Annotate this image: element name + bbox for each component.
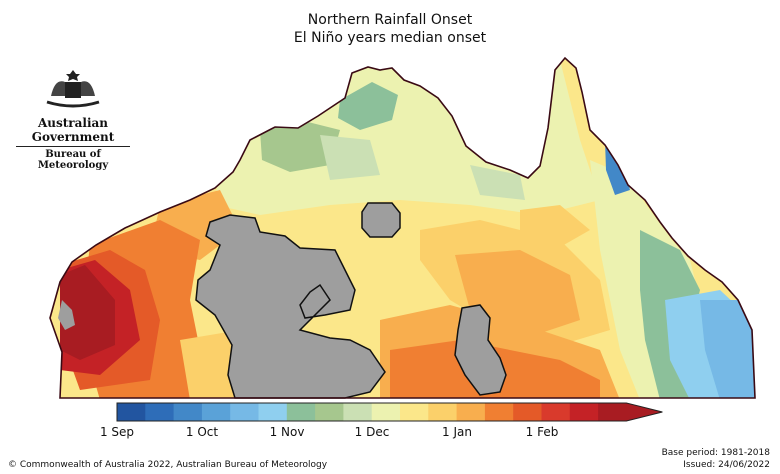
legend-tick-label: 1 Feb xyxy=(525,425,559,439)
base-period: Base period: 1981-2018 xyxy=(661,448,770,458)
legend-tick-label: 1 Nov xyxy=(269,425,305,439)
legend-swatch xyxy=(315,403,344,421)
legend-swatch xyxy=(541,403,571,421)
legend-tick-label: 1 Oct xyxy=(185,425,219,439)
copyright-notice: © Commonwealth of Australia 2022, Austra… xyxy=(8,460,328,470)
legend-swatch xyxy=(456,403,486,421)
onset-legend-bar xyxy=(116,402,663,422)
legend-swatch xyxy=(117,403,146,421)
agency-logo: Australian Government Bureau of Meteorol… xyxy=(10,66,136,171)
map-subtitle: El Niño years median onset xyxy=(293,30,487,46)
no-data-regions xyxy=(58,202,507,399)
legend-tick-label: 1 Sep xyxy=(99,425,135,439)
legend-swatch xyxy=(230,403,259,421)
bureau-name: Bureau of Meteorology xyxy=(37,149,109,171)
legend-swatch xyxy=(286,403,316,421)
legend-swatch xyxy=(343,403,373,421)
legend-swatch xyxy=(598,403,627,421)
legend-swatch xyxy=(400,403,429,421)
legend-tick-label: 1 Jan xyxy=(442,425,472,439)
legend-border xyxy=(116,402,663,422)
legend-swatch xyxy=(484,403,514,421)
legend-swatch xyxy=(371,403,401,421)
legend-swatch xyxy=(428,403,457,421)
legend-swatch xyxy=(513,403,542,421)
legend-swatch xyxy=(569,403,599,421)
legend-swatch xyxy=(258,403,288,421)
map-title: Northern Rainfall Onset xyxy=(307,12,473,28)
legend-swatch xyxy=(173,403,203,421)
logo-divider xyxy=(16,146,130,147)
coat-of-arms-icon xyxy=(46,70,100,108)
legend-swatch xyxy=(145,403,174,421)
legend-swatch xyxy=(201,403,231,421)
government-name: Australian Government xyxy=(31,116,115,144)
legend-extend-arrow xyxy=(626,403,663,421)
issued-date: Issued: 24/06/2022 xyxy=(683,460,770,470)
legend-tick-label: 1 Dec xyxy=(354,425,390,439)
